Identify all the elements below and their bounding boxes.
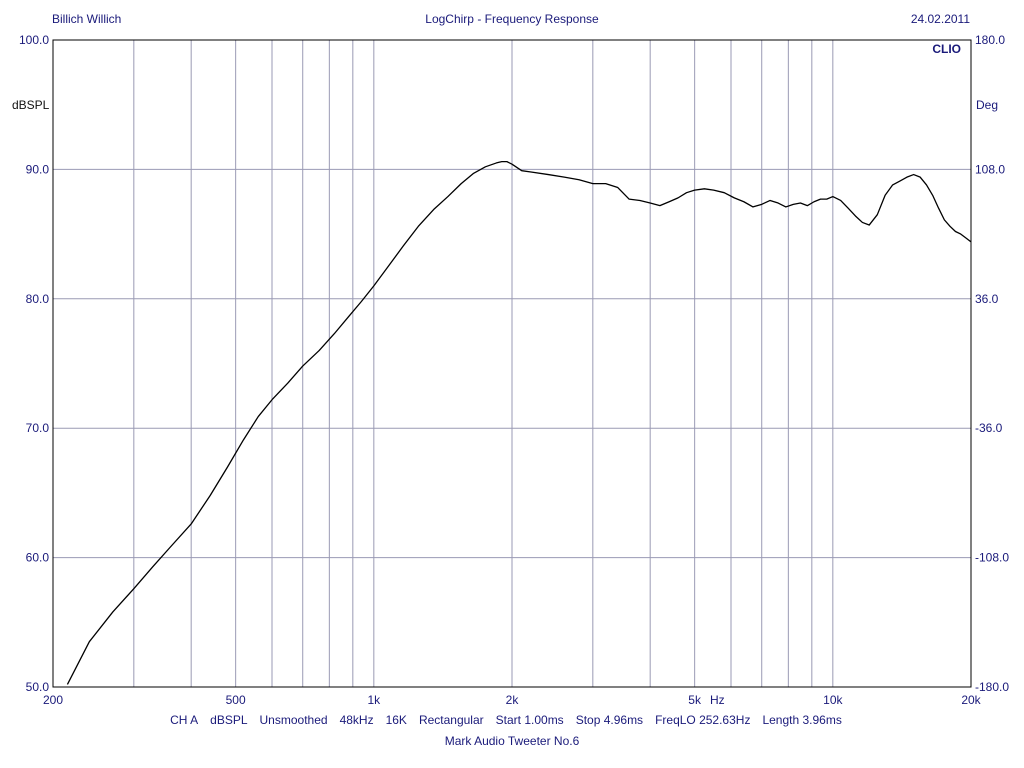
y-tick-label: 90.0 (26, 162, 50, 176)
date-label: 24.02.2011 (910, 12, 970, 26)
setting-item: Stop 4.96ms (575, 713, 644, 727)
setting-item: dBSPL (210, 713, 248, 727)
y-tick-label: 70.0 (26, 421, 50, 435)
y-axis-ticks: 50.0 60.0 70.0 80.0 90.0 100.0 (19, 33, 49, 694)
x-axis-ticks: 200 500 1k 2k 5k 10k 20k (43, 693, 982, 707)
y-tick-label: 80.0 (26, 292, 50, 306)
setting-item: 48kHz (339, 713, 374, 727)
y2-tick-label: 108.0 (975, 162, 1005, 176)
setting-item: 16K (385, 713, 407, 727)
plot-frame (52, 39, 972, 688)
x-tick-label: 10k (823, 693, 843, 707)
chart-title: LogChirp - Frequency Response (425, 12, 599, 26)
x-tick-label: 20k (961, 693, 981, 707)
frequency-response-line (66, 160, 972, 685)
clio-brand: CLIO (932, 42, 961, 56)
y2-tick-label: -36.0 (975, 421, 1003, 435)
y2-tick-label: 36.0 (975, 292, 999, 306)
measurement-settings: CH A dBSPL Unsmoothed 48kHz 16K Rectangular St… (0, 713, 1024, 727)
y-axis-label: dBSPL (12, 98, 50, 112)
y-tick-label: 60.0 (26, 551, 50, 565)
device-description: Mark Audio Tweeter No.6 (444, 734, 580, 748)
x-axis-unit: Hz (710, 693, 725, 707)
setting-item: CH A (170, 713, 199, 727)
y2-axis-label: Deg (976, 98, 998, 112)
y2-axis-ticks: -180.0 -108.0 -36.0 36.0 108.0 180.0 (975, 33, 1009, 694)
author-label: Billich Willich (52, 12, 122, 26)
x-tick-label: 5k (688, 693, 702, 707)
y-tick-label: 100.0 (19, 33, 49, 47)
x-tick-label: 200 (43, 693, 63, 707)
y2-tick-label: 180.0 (975, 33, 1005, 47)
grid (53, 40, 971, 687)
y2-tick-label: -108.0 (975, 551, 1009, 565)
x-tick-label: 500 (226, 693, 246, 707)
setting-item: Length 3.96ms (762, 713, 842, 727)
setting-item: Rectangular (418, 713, 484, 727)
x-tick-label: 2k (506, 693, 520, 707)
setting-item: Start 1.00ms (495, 713, 564, 727)
y2-tick-label: -180.0 (975, 680, 1009, 694)
x-tick-label: 1k (367, 693, 381, 707)
y-tick-label: 50.0 (26, 680, 50, 694)
setting-item: FreqLO 252.63Hz (655, 713, 751, 727)
setting-item: Unsmoothed (259, 713, 328, 727)
